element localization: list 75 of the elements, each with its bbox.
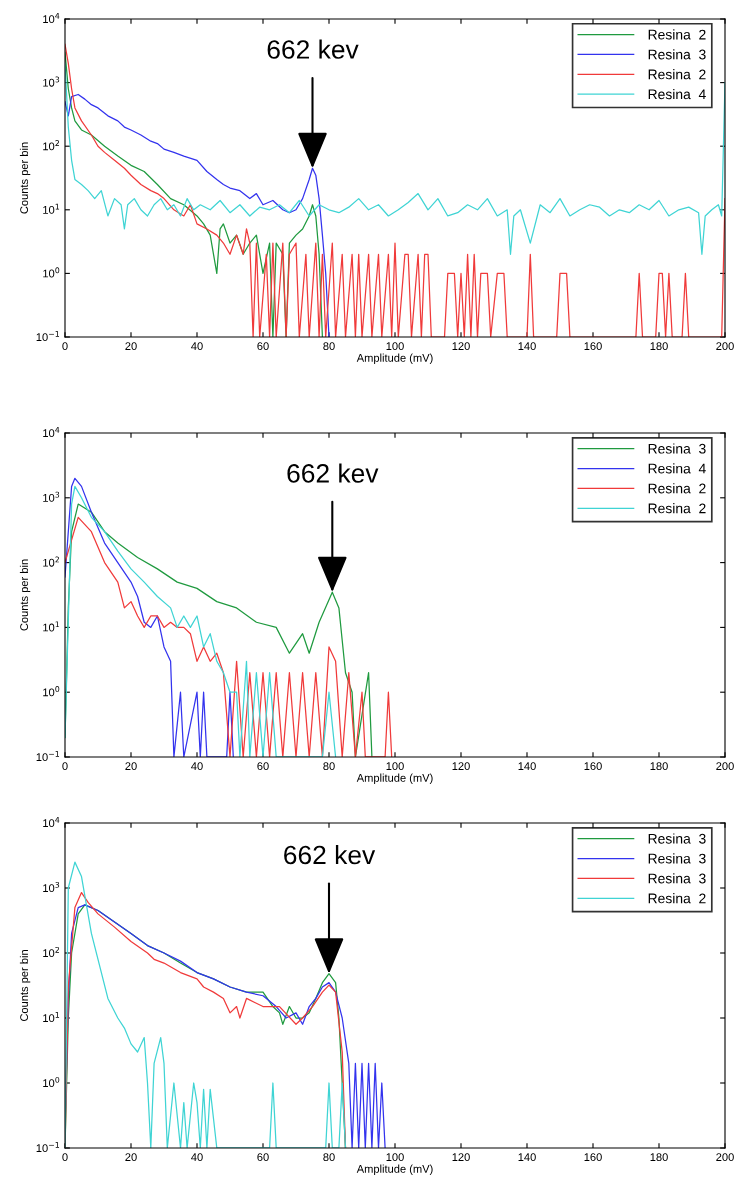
x-tick-label: 40 [191, 1153, 203, 1162]
x-tick-label: 160 [584, 1153, 602, 1162]
x-tick-label: 40 [191, 762, 203, 771]
x-tick-label: 180 [650, 1153, 668, 1162]
x-tick-label: 0 [62, 342, 68, 351]
y-tick-label: 10$^{3}$ [43, 76, 60, 87]
x-tick-label: 60 [257, 1153, 269, 1162]
x-tick-label: 100 [386, 1153, 404, 1162]
y-tick-label: 10$^{−1}$ [36, 331, 60, 342]
legend-label: Resina 3 [648, 49, 706, 60]
x-tick-label: 60 [257, 342, 269, 351]
y-tick-label: 10$^{4}$ [43, 427, 60, 438]
y-tick-label: 10$^{1}$ [43, 1012, 60, 1023]
x-tick-label: 80 [323, 1153, 335, 1162]
annotation: 662 kev [287, 463, 379, 483]
x-tick-label: 20 [125, 342, 137, 351]
x-tick-label: 40 [191, 342, 203, 351]
line-series [65, 485, 337, 757]
x-tick-label: 80 [323, 762, 335, 771]
y-tick-label: 10$^{2}$ [43, 946, 59, 958]
y-tick-label: 10$^{0}$ [43, 686, 60, 697]
x-tick-label: 20 [125, 762, 137, 771]
x-tick-label: 200 [716, 342, 734, 351]
x-tick-label: 100 [386, 342, 404, 351]
x-axis-title: Amplitude (mV) [356, 353, 433, 364]
line-series [65, 93, 330, 337]
y-tick-label: 10$^{3}$ [43, 881, 60, 893]
x-tick-label: 140 [518, 762, 536, 771]
legend-label: Resina 2 [648, 69, 706, 80]
legend-label: Resina 3 [648, 853, 706, 864]
y-tick-label: 10$^{−1}$ [36, 1142, 60, 1153]
legend-label: Resina 3 [648, 873, 706, 884]
x-tick-label: 0 [62, 762, 68, 771]
y-tick-label: 10$^{1}$ [43, 621, 60, 632]
y-tick-label: 10$^{−1}$ [36, 751, 60, 762]
y-tick-label: 10$^{0}$ [43, 267, 60, 278]
y-axis-title: Counts per bin [19, 950, 31, 1022]
x-tick-label: 60 [257, 762, 269, 771]
x-axis-title: Amplitude (mV) [356, 1164, 433, 1175]
y-axis-title: Counts per bin [19, 142, 31, 214]
y-axis-title: Counts per bin [19, 559, 31, 631]
y-tick-label: 10$^{3}$ [43, 491, 60, 502]
y-tick-label: 10$^{4}$ [43, 817, 60, 828]
x-tick-label: 20 [125, 1153, 137, 1162]
x-tick-label: 80 [323, 342, 335, 351]
y-tick-label: 10$^{2}$ [43, 140, 59, 151]
legend-label: Resina 4 [648, 463, 706, 474]
y-tick-label: 10$^{1}$ [43, 203, 60, 214]
legend-label: Resina 3 [648, 443, 706, 454]
x-axis-title: Amplitude (mV) [356, 773, 433, 784]
x-tick-label: 200 [716, 1153, 734, 1162]
x-tick-label: 180 [650, 762, 668, 771]
x-tick-label: 160 [584, 762, 602, 771]
x-tick-label: 100 [386, 762, 404, 771]
legend-label: Resina 4 [648, 89, 706, 100]
x-tick-label: 140 [518, 1153, 536, 1162]
x-tick-label: 120 [452, 1153, 470, 1162]
x-tick-label: 180 [650, 342, 668, 351]
x-tick-label: 160 [584, 342, 602, 351]
x-tick-label: 120 [452, 762, 470, 771]
x-tick-label: 140 [518, 342, 536, 351]
x-tick-label: 120 [452, 342, 470, 351]
y-tick-label: 10$^{2}$ [43, 556, 59, 567]
x-tick-label: 200 [716, 762, 734, 771]
annotation: 662 kev [267, 39, 359, 59]
line-series [65, 477, 234, 757]
annotation: 662 kev [284, 844, 376, 865]
legend-label: Resina 2 [648, 503, 706, 514]
x-tick-label: 0 [62, 1153, 68, 1162]
legend-label: Resina 2 [648, 29, 706, 40]
y-tick-label: 10$^{4}$ [43, 13, 60, 24]
legend-label: Resina 3 [648, 833, 706, 844]
legend-label: Resina 2 [648, 483, 706, 494]
legend-label: Resina 2 [648, 893, 706, 904]
y-tick-label: 10$^{0}$ [43, 1076, 60, 1088]
